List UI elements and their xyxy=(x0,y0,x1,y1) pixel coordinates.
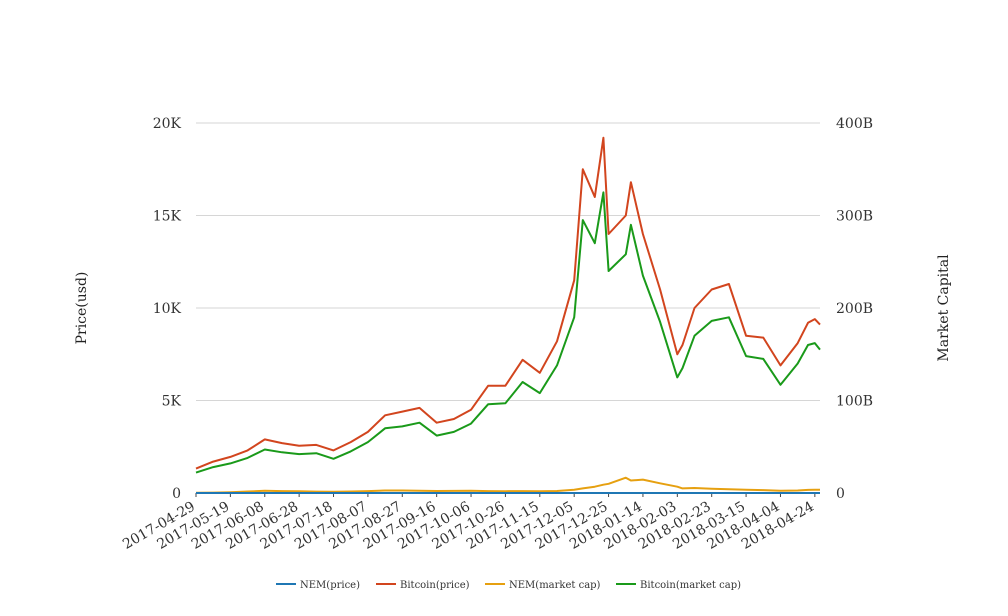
grid-lines xyxy=(196,122,820,494)
left-tick-label: 0 xyxy=(172,486,181,502)
right-tick-label: 300B xyxy=(836,209,873,225)
x-axis-ticks: 2017-04-292017-05-192017-06-082017-06-28… xyxy=(120,493,817,553)
right-axis-ticks: 0 100B 200B 300B 400B xyxy=(836,116,873,502)
left-axis-title: Price(usd) xyxy=(74,272,90,345)
right-tick-label: 0 xyxy=(836,486,845,502)
legend-label: NEM(price) xyxy=(300,580,360,591)
series-line-nem-market-cap xyxy=(195,476,820,494)
right-tick-label: 400B xyxy=(836,116,873,132)
series-line-bitcoin-market-cap xyxy=(195,191,821,474)
right-axis-title: Market Capital xyxy=(936,254,952,362)
left-tick-label: 5K xyxy=(162,394,182,410)
legend-label: Bitcoin(market cap) xyxy=(640,580,741,591)
legend-label: NEM(market cap) xyxy=(509,580,601,591)
right-tick-label: 200B xyxy=(836,301,873,317)
left-tick-label: 15K xyxy=(153,209,182,225)
legend-label: Bitcoin(price) xyxy=(400,580,470,591)
left-tick-label: 10K xyxy=(153,301,182,317)
right-tick-label: 100B xyxy=(836,394,873,410)
series-line-bitcoin-price xyxy=(195,136,821,470)
left-tick-label: 20K xyxy=(153,116,182,132)
series-lines xyxy=(195,136,821,494)
legend: NEM(price) Bitcoin(price) NEM(market cap) B… xyxy=(276,580,741,591)
left-axis-ticks: 0 5K 10K 15K 20K xyxy=(153,116,182,502)
